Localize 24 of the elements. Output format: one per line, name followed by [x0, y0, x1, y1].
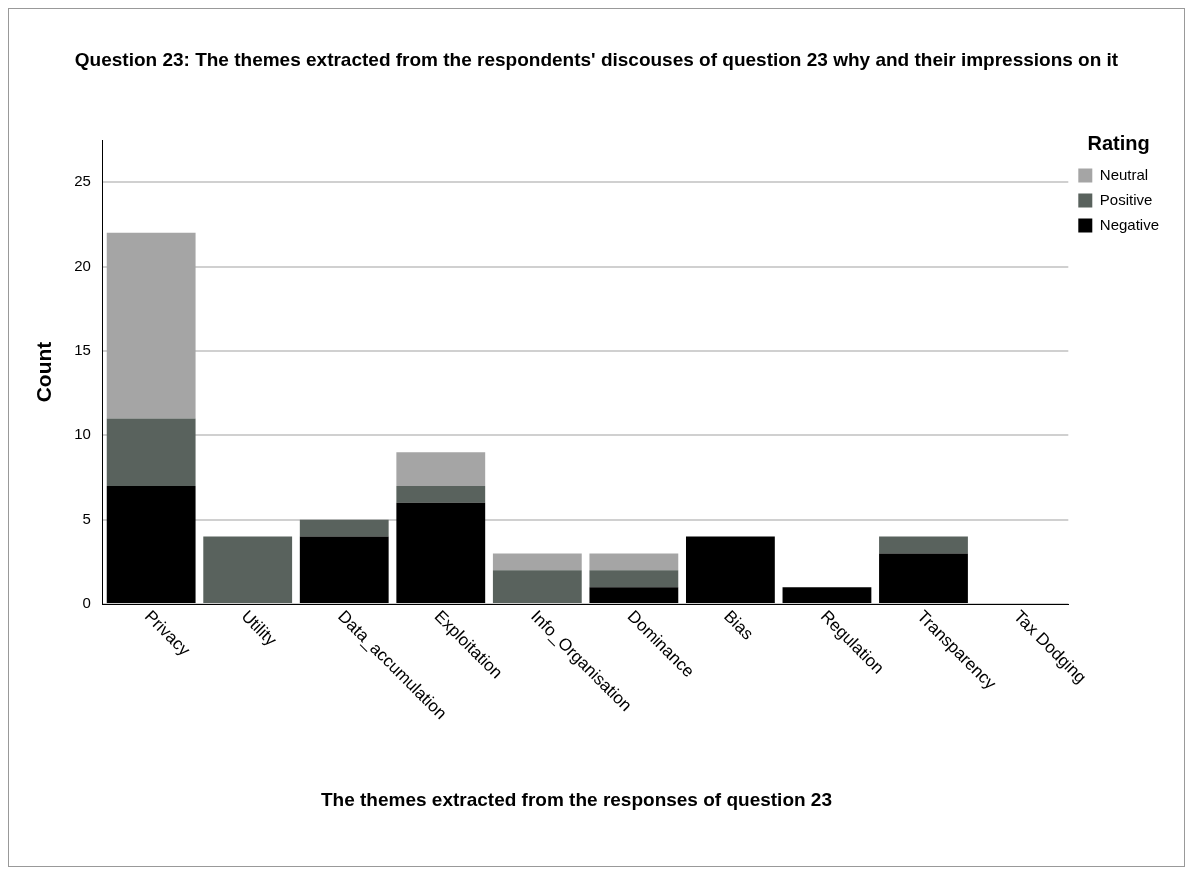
- y-tick-label: 10: [74, 425, 91, 443]
- bar: [879, 536, 968, 554]
- bar: [203, 536, 293, 603]
- bar: [589, 570, 679, 588]
- bar: [589, 553, 679, 571]
- legend-label: Negative: [1099, 215, 1159, 233]
- y-tick-label: 15: [74, 341, 91, 359]
- bar: [106, 232, 196, 419]
- y-tick-label: 20: [74, 256, 91, 274]
- bar: [492, 553, 582, 571]
- legend-label: Positive: [1099, 190, 1153, 208]
- y-axis-title: Count: [32, 341, 56, 403]
- bar: [299, 519, 389, 537]
- y-tick-label: 5: [82, 509, 91, 527]
- legend-label: Neutral: [1099, 165, 1149, 183]
- bar: [396, 485, 486, 503]
- bar: [396, 452, 486, 486]
- bar: [106, 418, 196, 486]
- bar: [492, 570, 582, 603]
- legend-title: Rating: [1087, 131, 1150, 154]
- y-tick-label: 0: [82, 594, 91, 612]
- chart-title: Question 23: The themes extracted from the respondents' discouses of question 23 why and their impressions on it: [73, 48, 1120, 72]
- y-tick-label: 25: [74, 172, 91, 190]
- x-axis-title: The themes extracted from the responses of question 23: [320, 789, 833, 811]
